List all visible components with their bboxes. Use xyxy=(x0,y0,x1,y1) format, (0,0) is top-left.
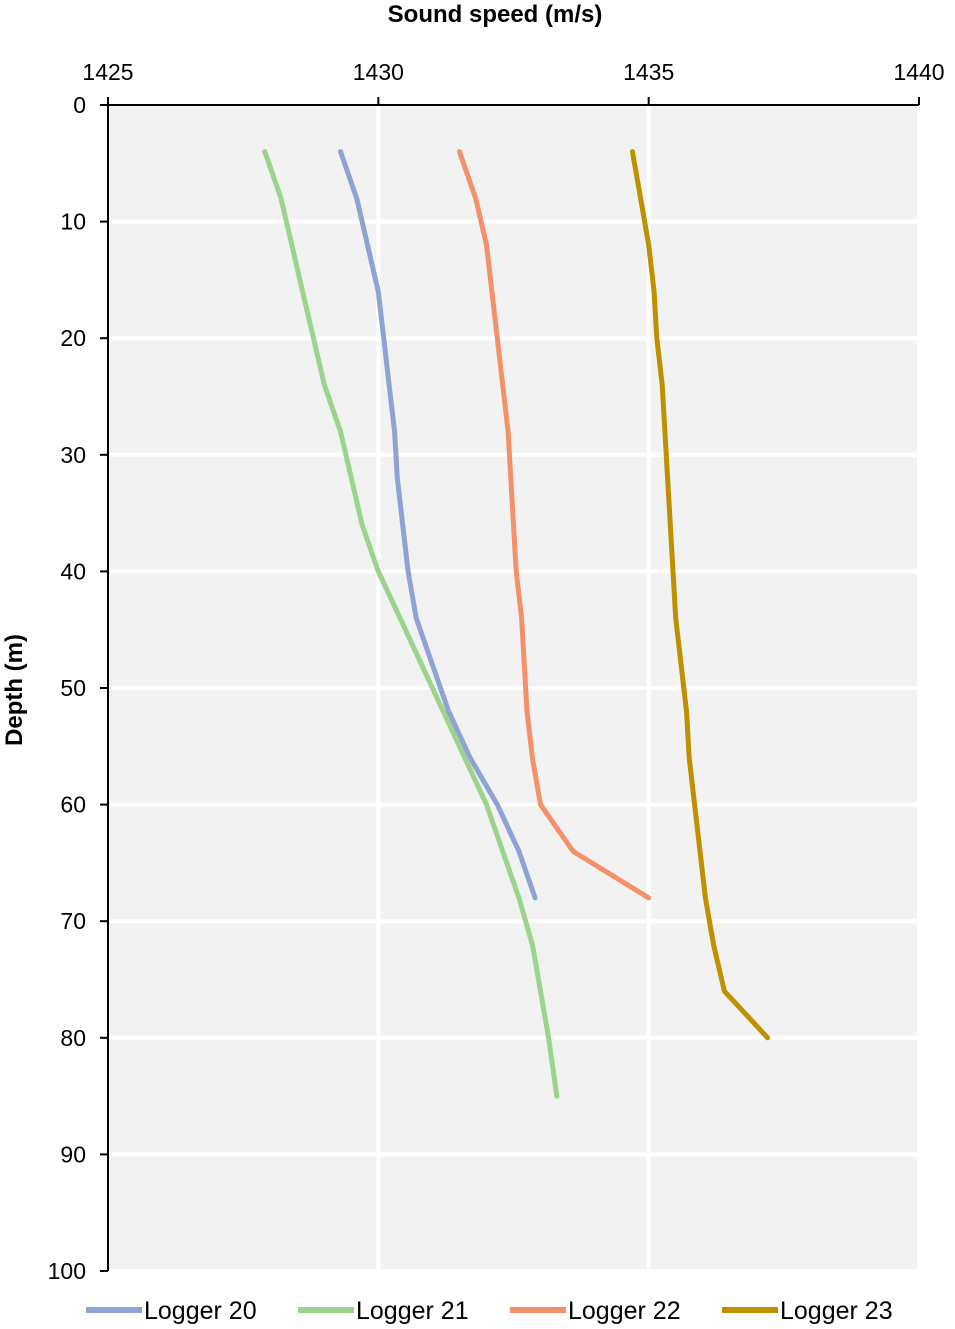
y-tick-label: 80 xyxy=(60,1025,86,1051)
y-tick-label: 90 xyxy=(60,1141,86,1167)
y-tick-label: 100 xyxy=(48,1258,86,1284)
y-tick-label: 0 xyxy=(73,92,86,118)
y-tick-label: 30 xyxy=(60,442,86,468)
x-tick-label: 1425 xyxy=(82,59,133,85)
legend-label: Logger 20 xyxy=(144,1297,257,1325)
legend-label: Logger 23 xyxy=(780,1297,893,1325)
series-lines xyxy=(262,149,771,1099)
series-line-logger-21 xyxy=(262,149,560,1099)
y-tick-label: 10 xyxy=(60,209,86,235)
gridlines xyxy=(108,105,921,1273)
y-tick-label: 60 xyxy=(60,792,86,818)
legend: Logger 20 Logger 21 Logger 22 Logger 23 xyxy=(86,1297,893,1325)
y-tick-label: 70 xyxy=(60,908,86,934)
x-tick-label: 1440 xyxy=(893,59,944,85)
y-tick-labels: 0 10 20 30 40 50 60 70 80 90 100 xyxy=(48,92,86,1284)
series-line-logger-23 xyxy=(629,149,771,1041)
legend-label: Logger 21 xyxy=(356,1297,469,1325)
series-line-logger-22 xyxy=(456,149,652,901)
y-tick-label: 20 xyxy=(60,325,86,351)
y-tick-label: 50 xyxy=(60,675,86,701)
y-tick-label: 40 xyxy=(60,558,86,584)
x-tick-label: 1430 xyxy=(353,59,404,85)
x-axis-title: Sound speed (m/s) xyxy=(388,1,603,28)
y-axis-title: Depth (m) xyxy=(1,634,28,746)
x-tick-label: 1435 xyxy=(623,59,674,85)
series-line-logger-20 xyxy=(338,149,538,901)
legend-label: Logger 22 xyxy=(568,1297,681,1325)
x-tick-labels: 1425 1430 1435 1440 xyxy=(82,59,944,85)
axes xyxy=(100,97,920,1272)
